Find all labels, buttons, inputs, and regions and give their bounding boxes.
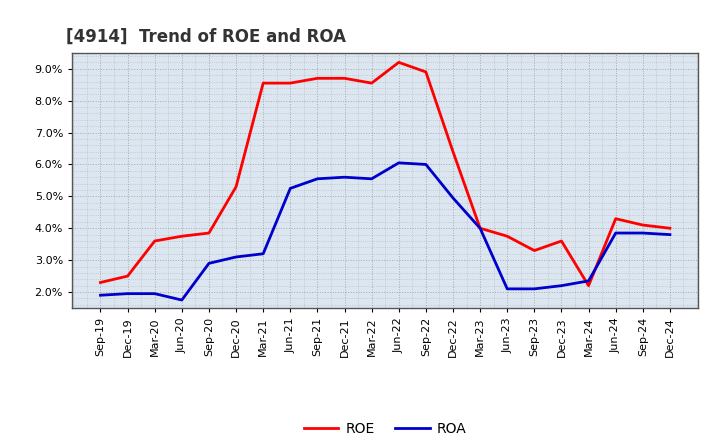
ROE xyxy=(232,184,240,189)
ROE xyxy=(313,76,322,81)
ROA xyxy=(123,291,132,296)
ROE xyxy=(639,223,647,228)
ROE xyxy=(341,76,349,81)
ROE xyxy=(503,234,511,239)
ROA xyxy=(503,286,511,292)
ROE xyxy=(611,216,620,221)
ROE xyxy=(96,280,105,285)
ROA xyxy=(557,283,566,288)
ROA xyxy=(530,286,539,292)
ROE xyxy=(150,238,159,244)
ROE xyxy=(665,226,674,231)
ROA xyxy=(421,162,430,167)
ROE xyxy=(367,81,376,86)
ROE xyxy=(584,283,593,288)
ROE xyxy=(395,60,403,65)
ROE xyxy=(476,226,485,231)
ROA xyxy=(259,251,268,257)
ROA xyxy=(150,291,159,296)
ROA xyxy=(395,160,403,165)
Line: ROA: ROA xyxy=(101,163,670,300)
ROE xyxy=(259,81,268,86)
ROA xyxy=(286,186,294,191)
ROA xyxy=(611,231,620,236)
ROA xyxy=(449,195,457,201)
ROE xyxy=(286,81,294,86)
Legend: ROE, ROA: ROE, ROA xyxy=(298,416,472,440)
ROE xyxy=(557,238,566,244)
ROA xyxy=(96,293,105,298)
ROA xyxy=(584,278,593,283)
ROA xyxy=(665,232,674,237)
ROA xyxy=(313,176,322,181)
ROA xyxy=(367,176,376,181)
ROE xyxy=(204,231,213,236)
ROE xyxy=(530,248,539,253)
Line: ROE: ROE xyxy=(101,62,670,286)
ROA xyxy=(204,260,213,266)
ROE xyxy=(421,69,430,74)
ROE xyxy=(449,149,457,154)
ROA xyxy=(639,231,647,236)
ROA xyxy=(341,175,349,180)
ROA xyxy=(476,226,485,231)
Text: [4914]  Trend of ROE and ROA: [4914] Trend of ROE and ROA xyxy=(66,28,346,46)
ROA xyxy=(232,254,240,260)
ROA xyxy=(178,297,186,303)
ROE xyxy=(178,234,186,239)
ROE xyxy=(123,273,132,279)
